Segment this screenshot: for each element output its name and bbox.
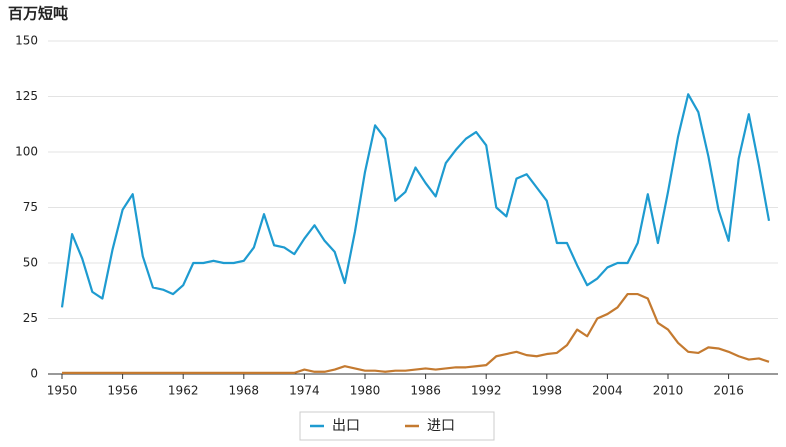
x-tick-label: 2004 — [592, 384, 623, 398]
x-tick-label: 1980 — [350, 384, 381, 398]
x-tick-label: 1962 — [168, 384, 199, 398]
legend-label: 出口 — [332, 418, 360, 434]
x-tick-label: 2016 — [713, 384, 744, 398]
x-tick-label: 1956 — [107, 384, 138, 398]
legend-label: 进口 — [427, 418, 455, 434]
y-tick-label: 100 — [15, 145, 38, 159]
axis-unit-title: 百万短吨 — [8, 5, 68, 23]
x-tick-label: 2010 — [653, 384, 684, 398]
y-tick-label: 150 — [15, 34, 38, 48]
legend-box — [299, 411, 495, 441]
x-tick-label: 1992 — [471, 384, 502, 398]
series-line — [60, 93, 771, 308]
x-tick-label: 1950 — [47, 384, 78, 398]
x-tick-label: 1968 — [229, 384, 260, 398]
y-tick-label: 125 — [15, 89, 38, 103]
y-tick-label: 50 — [23, 256, 38, 270]
x-tick-label: 1974 — [289, 384, 320, 398]
y-tick-label: 25 — [23, 311, 38, 325]
x-tick-label: 1998 — [532, 384, 563, 398]
y-tick-label: 75 — [23, 200, 38, 214]
y-tick-label: 0 — [30, 367, 38, 381]
x-tick-label: 1986 — [410, 384, 441, 398]
series-line — [62, 292, 770, 374]
